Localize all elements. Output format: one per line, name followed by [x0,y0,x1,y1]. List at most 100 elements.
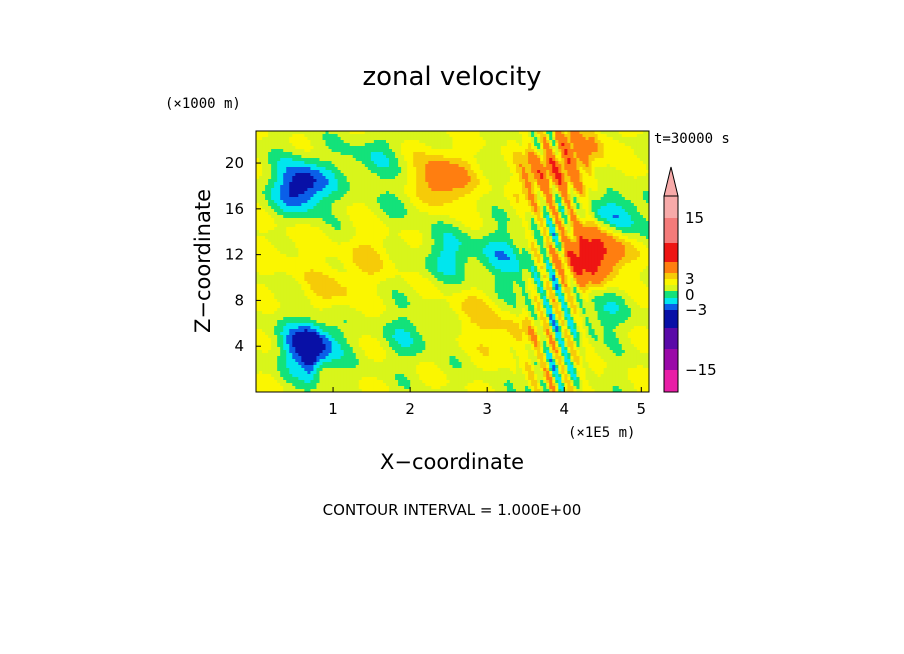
field-cell [588,179,593,183]
field-cell [494,221,499,225]
field-cell [364,212,369,216]
field-cell [416,206,420,210]
field-cell [573,143,578,147]
field-cell [497,227,502,231]
field-cell [437,134,441,138]
field-cell [304,191,308,195]
field-cell [515,209,520,213]
field-cell [609,140,614,144]
field-cell [355,167,360,171]
field-cell [280,170,284,174]
field-cell [579,209,584,213]
field-cell [615,164,620,168]
field-cell [546,197,550,201]
field-cell [467,239,472,243]
field-cell [361,194,366,198]
field-cell [485,206,490,210]
field-cell [452,221,457,225]
field-cell [612,182,617,186]
field-cell [555,131,559,135]
field-cell [615,152,620,156]
field-cell [624,203,629,207]
field-cell [576,179,581,183]
field-cell [582,200,587,204]
field-cell [615,200,620,204]
field-cell [310,200,315,204]
field-cell [470,197,475,201]
field-cell [452,233,457,237]
field-cell [416,131,420,135]
field-cell [585,209,590,213]
field-cell [528,218,532,222]
field-cell [555,167,559,171]
field-cell [389,188,393,192]
field-cell [289,206,293,210]
field-cell [618,146,623,150]
field-cell [609,224,614,228]
field-cell [615,188,620,192]
field-cell [256,233,260,237]
field-cell [395,170,399,174]
field-cell [639,191,644,195]
field-cell [337,194,342,198]
field-cell [597,239,602,243]
field-cell [274,218,278,222]
field-cell [277,191,281,195]
field-cell [479,176,484,180]
field-cell [497,224,502,228]
field-cell [552,233,556,237]
field-cell [340,242,345,246]
field-cell [419,131,423,135]
field-cell [479,140,484,144]
field-cell [561,215,565,219]
field-cell [618,224,623,228]
field-cell [627,200,632,204]
field-cell [470,242,475,246]
field-cell [534,176,538,180]
field-cell [434,170,438,174]
field-cell [331,188,336,192]
field-cell [543,221,547,225]
field-cell [467,173,472,177]
field-cell [470,161,475,165]
field-cell [449,197,454,201]
field-cell [497,170,502,174]
field-cell [540,215,544,219]
field-cell [416,164,420,168]
field-cell [398,203,402,207]
field-cell [479,185,484,189]
field-cell [382,140,387,144]
field-cell [582,230,587,234]
field-cell [407,173,411,177]
field-cell [401,143,405,147]
field-cell [376,224,381,228]
field-cell [606,155,611,159]
field-cell [582,197,587,201]
field-cell [606,185,611,189]
field-cell [549,158,553,162]
field-cell [271,158,275,162]
field-cell [437,221,441,225]
field-cell [522,224,526,228]
field-cell [331,146,336,150]
field-cell [567,158,571,162]
field-cell [382,146,387,150]
field-cell [410,131,414,135]
field-cell [292,206,296,210]
field-cell [292,155,296,159]
field-cell [416,200,420,204]
field-cell [358,236,363,240]
field-cell [274,206,278,210]
field-cell [621,227,626,231]
field-cell [443,224,448,228]
field-cell [358,215,363,219]
field-cell [440,242,445,246]
field-cell [467,230,472,234]
field-cell [398,158,402,162]
field-cell [512,179,517,183]
field-cell [319,140,324,144]
field-cell [262,173,266,177]
field-cell [597,158,602,162]
field-cell [389,170,393,174]
